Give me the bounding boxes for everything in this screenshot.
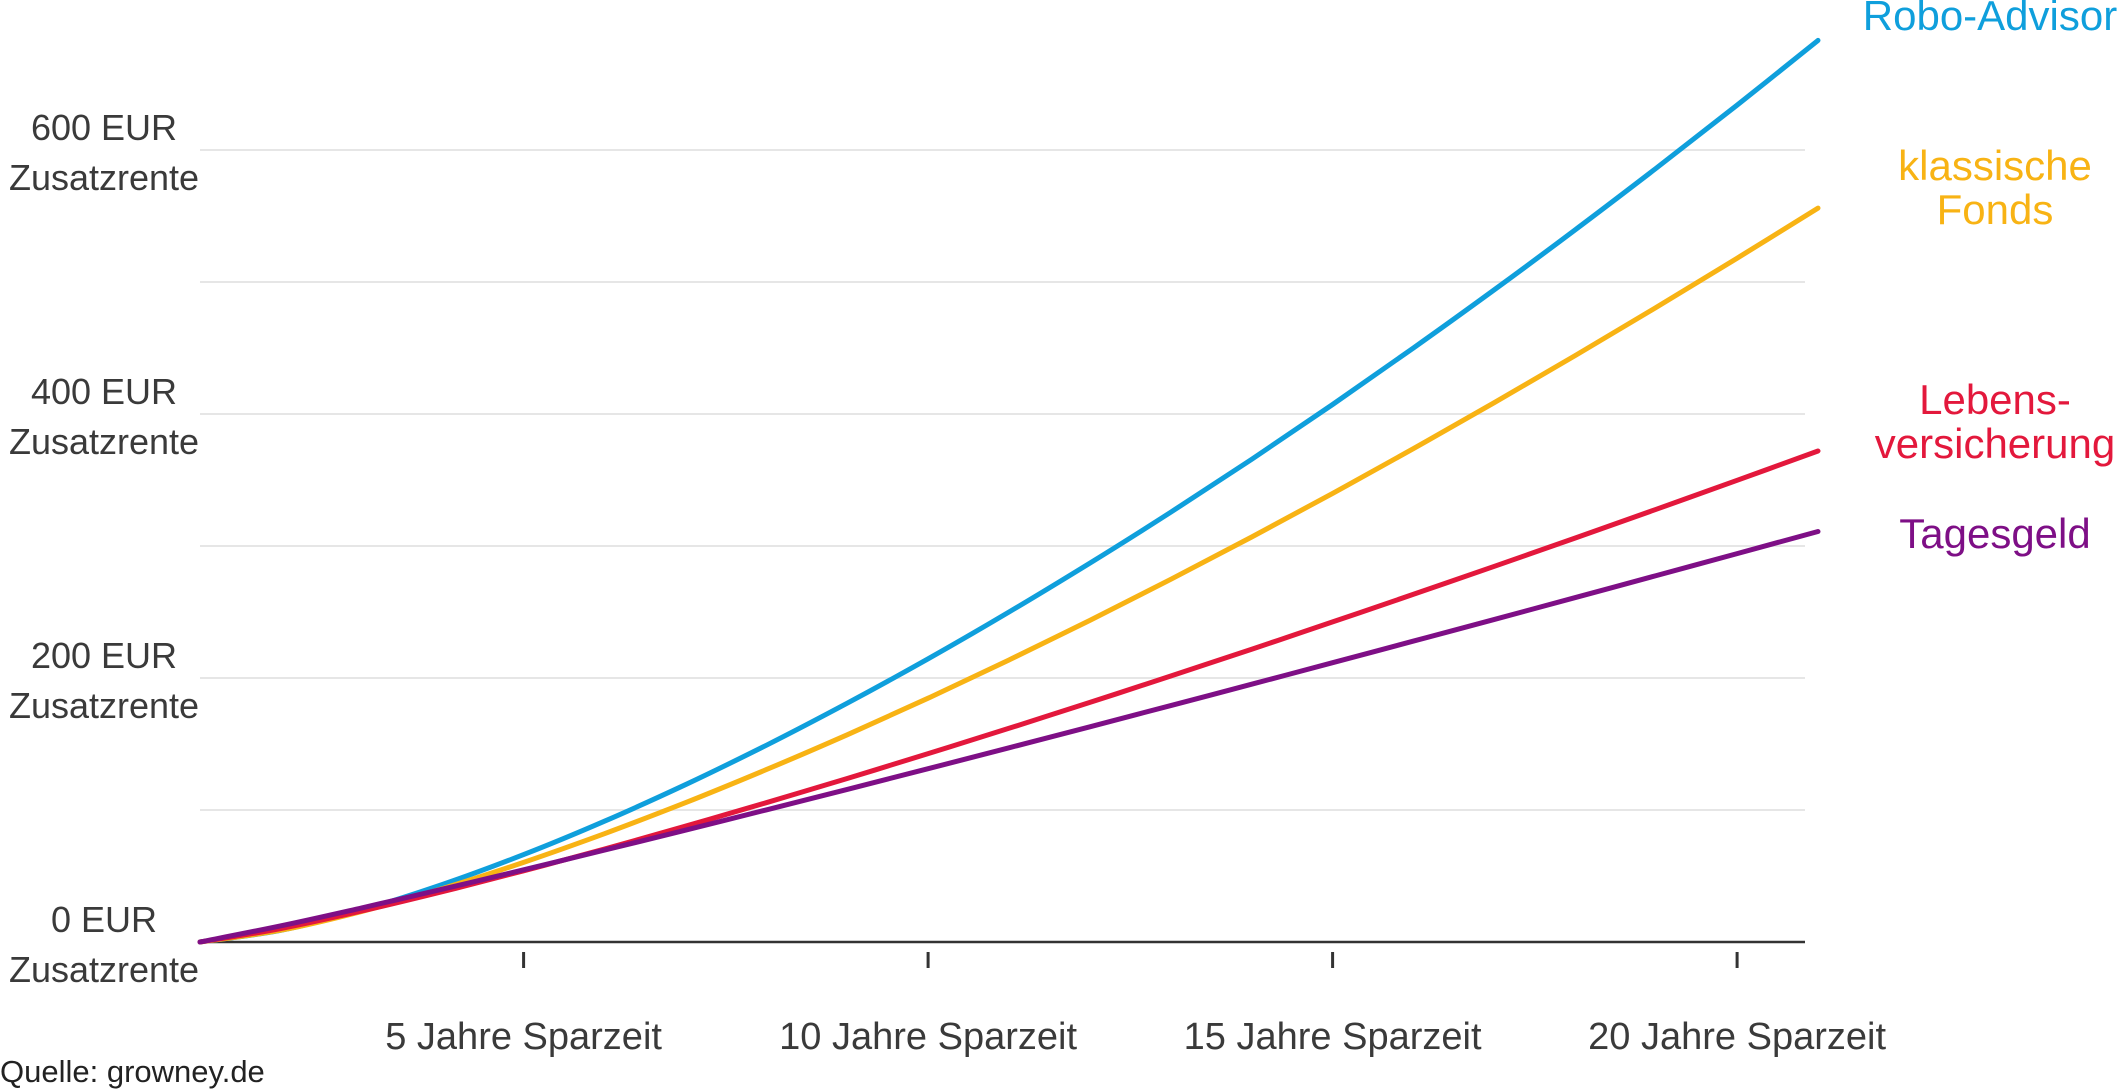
series-label-line: Tagesgeld — [1899, 510, 2090, 557]
series-label: Lebens-versicherung — [1875, 376, 2115, 467]
x-tick-label: 5 Jahre Sparzeit — [385, 1016, 662, 1058]
source-note: Quelle: growney.de — [0, 1054, 265, 1089]
gridlines — [200, 149, 1805, 811]
series-label: Tagesgeld — [1899, 510, 2090, 557]
series-line-lebensversicherung — [197, 448, 1821, 945]
series-line-robo-advisor — [197, 37, 1821, 945]
series-line-tagesgeld — [197, 529, 1821, 945]
y-tick-label: 0 EUR Zusatzrente — [9, 899, 199, 990]
y-tick-label: 400 EUR Zusatzrente — [9, 371, 199, 462]
series-label-line: Fonds — [1937, 186, 2054, 233]
y-tick-unit: Zusatzrente — [9, 949, 199, 990]
series-label: klassische Fonds — [1898, 142, 2092, 233]
x-tick-label: 20 Jahre Sparzeit — [1588, 1016, 1886, 1058]
y-tick-value: 200 EUR — [31, 635, 177, 676]
y-tick-label: 200 EUR Zusatzrente — [9, 635, 199, 726]
y-tick-unit: Zusatzrente — [9, 685, 199, 726]
series-label-line: Robo-Advisor — [1863, 0, 2117, 39]
series-labels: Robo-Advisor klassische Fonds Lebens-versic… — [1863, 0, 2117, 557]
y-tick-unit: Zusatzrente — [9, 421, 199, 462]
y-tick-unit: Zusatzrente — [9, 157, 199, 198]
series-lines — [197, 37, 1821, 945]
x-tick-label: 15 Jahre Sparzeit — [1184, 1016, 1482, 1058]
series-line-klassische-fonds — [197, 205, 1821, 945]
y-tick-value: 600 EUR — [31, 107, 177, 148]
y-tick-value: 0 EUR — [51, 899, 157, 940]
y-tick-label: 600 EUR Zusatzrente — [9, 107, 199, 198]
series-label-line: klassische — [1898, 142, 2092, 189]
x-axis-labels: 5 Jahre Sparzeit 10 Jahre Sparzeit 15 Jahr… — [385, 1016, 1886, 1058]
series-label-line: versicherung — [1875, 420, 2115, 467]
x-tick-label: 10 Jahre Sparzeit — [779, 1016, 1077, 1058]
x-axis — [200, 940, 1805, 968]
series-label-line: Lebens- — [1919, 376, 2071, 423]
series-label: Robo-Advisor — [1863, 0, 2117, 39]
y-tick-value: 400 EUR — [31, 371, 177, 412]
